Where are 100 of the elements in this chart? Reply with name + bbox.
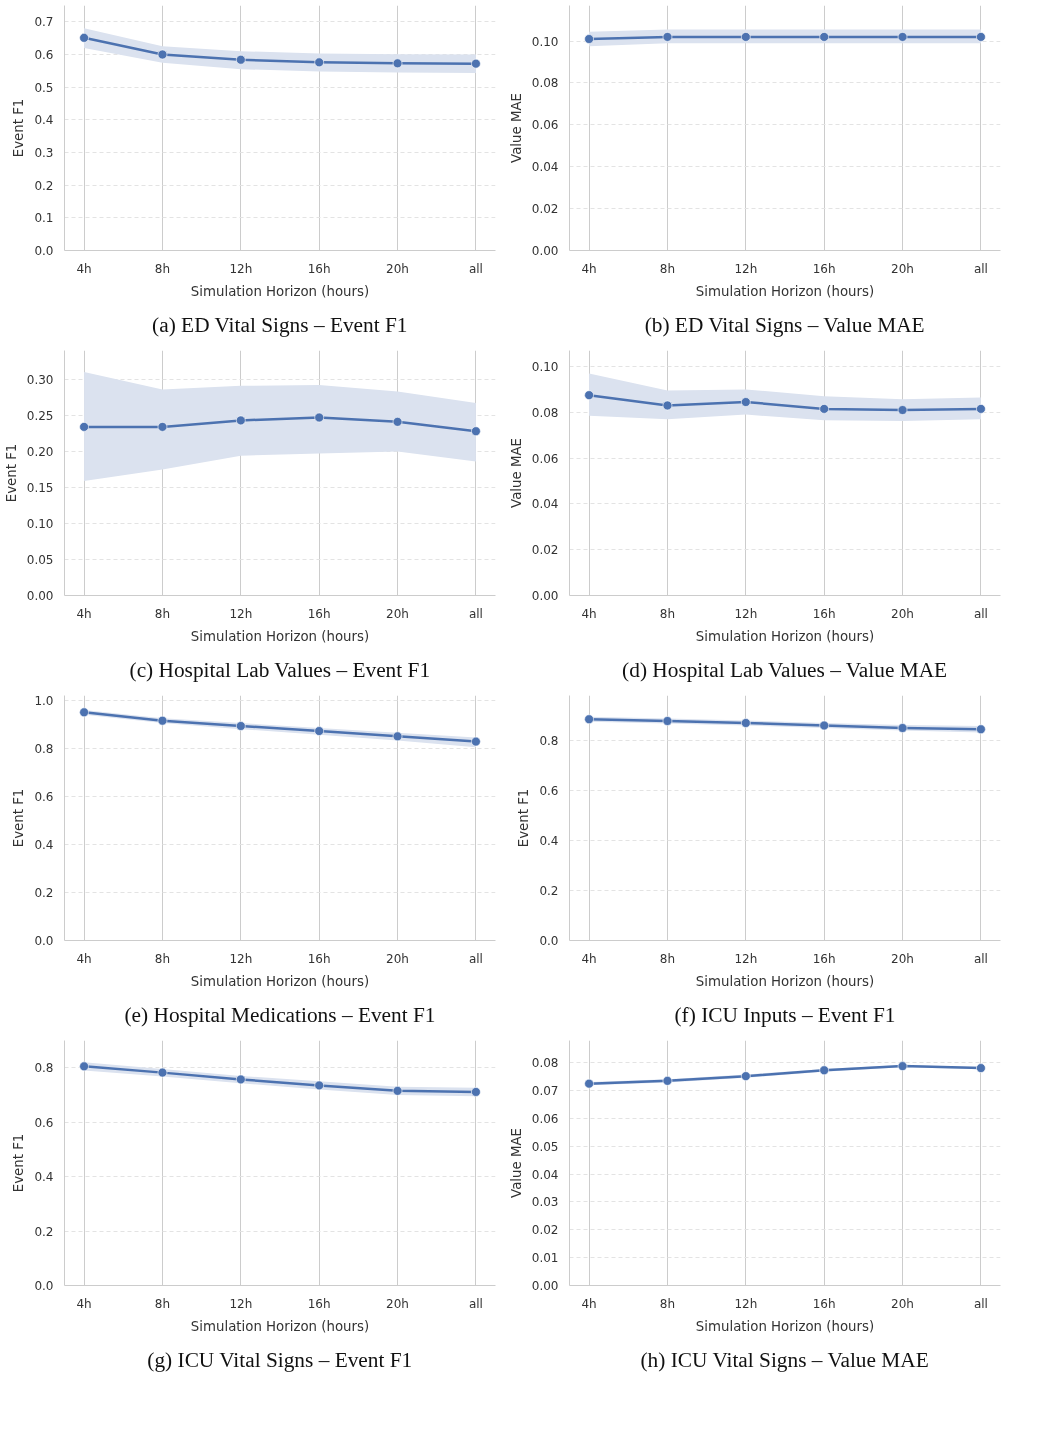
y-tick-label: 0.7 [34, 15, 54, 30]
y-tick-label: 0.00 [531, 1279, 559, 1293]
x-tick-label: 4h [76, 261, 92, 276]
y-tick-label: 0.02 [531, 543, 559, 558]
y-tick-label: 0.4 [34, 837, 54, 852]
x-tick-label: 16h [307, 1296, 331, 1311]
x-tick-label: 8h [154, 606, 171, 621]
x-tick-label: 16h [812, 261, 836, 276]
y-tick-label: 0.6 [34, 48, 54, 62]
x-axis-title: Simulation Horizon (hours) [190, 628, 370, 644]
y-tick-label: 0.00 [26, 589, 54, 603]
x-axis-title: Simulation Horizon (hours) [190, 283, 370, 299]
y-tick-label: 0.06 [531, 1111, 559, 1126]
text: (f) ICU Inputs – Event F1 [674, 1002, 896, 1027]
x-tick-label: 8h [154, 1296, 171, 1311]
y-tick-label: 0.0 [539, 934, 559, 948]
text: (h) ICU Vital Signs – Value MAE [640, 1347, 929, 1372]
y-tick-label: 0.04 [531, 1167, 559, 1182]
y-axis-title: Value MAE [508, 93, 524, 163]
y-tick-label: 0.0 [34, 1279, 54, 1293]
x-axis-title: Simulation Horizon (hours) [695, 628, 875, 644]
y-tick-label: 0.05 [531, 1139, 559, 1154]
text: (b) ED Vital Signs – Value MAE [644, 312, 925, 337]
text: (c) Hospital Lab Values – Event F1 [129, 657, 431, 682]
x-tick-label: 16h [812, 951, 836, 966]
text: (g) ICU Vital Signs – Event F1 [147, 1347, 413, 1372]
x-tick-label: all [973, 261, 988, 276]
y-tick-label: 0.15 [26, 480, 54, 495]
y-tick-label: 0.02 [531, 1223, 559, 1238]
x-tick-label: 20h [386, 606, 409, 621]
x-tick-label: all [973, 1296, 988, 1311]
x-tick-label: 12h [734, 1296, 758, 1311]
x-tick-label: 8h [659, 1296, 676, 1311]
y-tick-label: 0.8 [539, 734, 559, 748]
y-tick-label: 0.4 [34, 1170, 54, 1185]
x-axis-title: Simulation Horizon (hours) [695, 973, 875, 989]
x-tick-label: 8h [659, 951, 676, 966]
x-tick-label: 16h [812, 1296, 836, 1311]
x-tick-label: 20h [386, 261, 409, 276]
y-tick-label: 0.4 [34, 113, 54, 128]
x-tick-label: 4h [76, 1296, 92, 1311]
x-tick-label: 4h [76, 606, 92, 621]
y-tick-label: 0.08 [531, 1056, 559, 1071]
x-tick-label: 20h [386, 951, 409, 966]
x-tick-label: all [973, 951, 988, 966]
x-tick-label: 12h [734, 951, 758, 966]
x-tick-label: 8h [659, 261, 676, 276]
text: (a) ED Vital Signs – Event F1 [152, 312, 408, 337]
x-tick-label: 4h [581, 606, 597, 621]
y-tick-label: 0.08 [531, 405, 559, 420]
y-axis-title: Event F1 [11, 788, 27, 848]
y-axis-title: Event F1 [11, 98, 27, 158]
y-tick-label: 0.10 [26, 516, 54, 531]
x-tick-label: all [468, 606, 483, 621]
y-tick-label: 0.5 [34, 80, 54, 95]
y-tick-label: 0.6 [34, 789, 54, 804]
y-tick-label: 0.8 [34, 741, 54, 756]
x-tick-label: 8h [154, 951, 171, 966]
y-tick-label: 0.04 [531, 497, 559, 512]
y-tick-label: 0.30 [26, 372, 54, 387]
x-tick-label: 12h [229, 1296, 253, 1311]
y-tick-label: 0.04 [531, 160, 559, 175]
x-tick-label: 20h [891, 606, 914, 621]
y-tick-label: 0.05 [26, 552, 54, 567]
x-tick-label: 8h [659, 606, 676, 621]
x-tick-label: 4h [581, 1296, 597, 1311]
text: (e) Hospital Medications – Event F1 [124, 1002, 436, 1027]
y-tick-label: 0.02 [531, 202, 559, 217]
y-tick-label: 0.00 [531, 589, 559, 603]
y-tick-label: 0.6 [34, 1115, 54, 1130]
x-tick-label: 4h [581, 261, 597, 276]
y-tick-label: 0.6 [539, 784, 559, 798]
x-axis-title: Simulation Horizon (hours) [695, 283, 875, 299]
x-tick-label: 12h [734, 606, 758, 621]
x-tick-label: 4h [581, 951, 597, 966]
y-tick-label: 0.10 [531, 360, 559, 375]
y-tick-label: 0.03 [531, 1195, 559, 1210]
y-tick-label: 0.2 [34, 1224, 54, 1239]
y-tick-label: 0.2 [34, 178, 54, 193]
y-tick-label: 0.20 [26, 444, 54, 459]
y-tick-label: 0.25 [26, 408, 54, 423]
x-tick-label: 12h [229, 951, 253, 966]
y-tick-label: 0.06 [531, 451, 559, 466]
y-tick-label: 0.0 [34, 934, 54, 948]
y-axis-title: Value MAE [508, 438, 524, 508]
x-tick-label: 20h [891, 1296, 914, 1311]
y-tick-label: 0.8 [34, 1061, 54, 1076]
x-tick-label: 4h [76, 951, 92, 966]
x-tick-label: all [468, 1296, 483, 1311]
y-axis-title: Event F1 [11, 1133, 27, 1193]
x-tick-label: 16h [307, 606, 331, 621]
x-tick-label: all [468, 261, 483, 276]
x-tick-label: all [973, 606, 988, 621]
y-tick-label: 0.08 [531, 76, 559, 91]
x-axis-title: Simulation Horizon (hours) [190, 1318, 370, 1334]
y-tick-label: 1.0 [34, 693, 54, 708]
y-axis-title: Event F1 [516, 788, 532, 848]
x-tick-label: 12h [229, 261, 253, 276]
y-tick-label: 0.07 [531, 1084, 559, 1099]
y-tick-label: 0.10 [531, 34, 559, 49]
